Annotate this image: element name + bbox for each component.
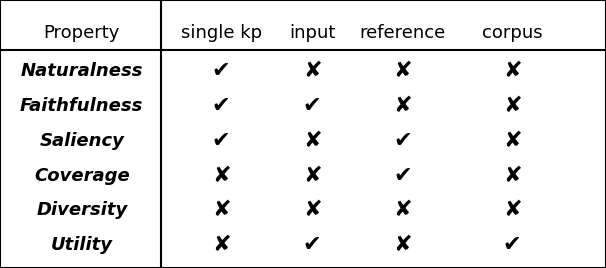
Text: ✘: ✘	[394, 61, 412, 81]
Text: ✘: ✘	[303, 61, 321, 81]
Text: ✘: ✘	[503, 96, 521, 116]
Text: ✔: ✔	[212, 131, 230, 151]
Text: Diversity: Diversity	[36, 201, 127, 219]
Text: ✘: ✘	[212, 200, 230, 220]
Text: ✔: ✔	[303, 235, 321, 255]
Text: single kp: single kp	[181, 24, 262, 43]
Text: ✘: ✘	[394, 96, 412, 116]
Text: ✘: ✘	[503, 200, 521, 220]
Text: ✘: ✘	[303, 200, 321, 220]
Text: Coverage: Coverage	[34, 166, 130, 185]
Text: reference: reference	[360, 24, 446, 43]
Text: ✘: ✘	[303, 131, 321, 151]
Text: ✘: ✘	[212, 235, 230, 255]
Text: ✘: ✘	[503, 131, 521, 151]
Text: input: input	[289, 24, 335, 43]
Text: ✔: ✔	[394, 166, 412, 185]
Text: Naturalness: Naturalness	[21, 62, 143, 80]
Text: ✔: ✔	[303, 96, 321, 116]
Text: Saliency: Saliency	[39, 132, 124, 150]
Text: ✔: ✔	[503, 235, 521, 255]
Text: corpus: corpus	[482, 24, 542, 43]
Text: ✔: ✔	[212, 96, 230, 116]
Text: ✘: ✘	[394, 200, 412, 220]
Text: ✔: ✔	[394, 131, 412, 151]
Text: Utility: Utility	[51, 236, 113, 254]
Text: ✘: ✘	[394, 235, 412, 255]
Text: ✘: ✘	[503, 61, 521, 81]
Text: ✔: ✔	[212, 61, 230, 81]
Text: Faithfulness: Faithfulness	[20, 97, 144, 115]
Text: ✘: ✘	[303, 166, 321, 185]
Text: ✘: ✘	[503, 166, 521, 185]
Text: Property: Property	[44, 24, 120, 43]
Text: ✘: ✘	[212, 166, 230, 185]
